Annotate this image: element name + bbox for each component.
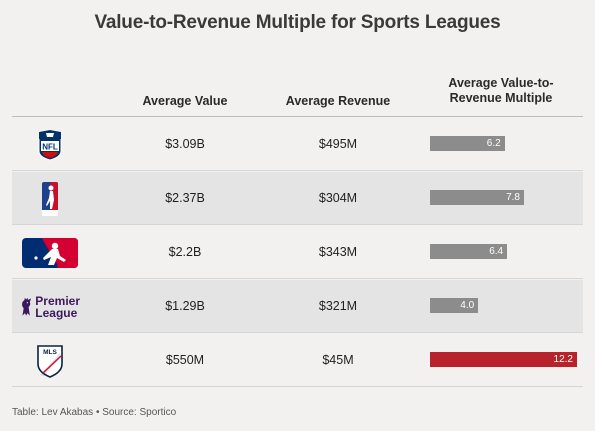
value-cell: $3.09B [165,137,205,151]
table-row: Premier League $1.29B $321M 4.0 [12,280,583,333]
multiple-bar: 4.0 [430,298,479,313]
nba-logo [20,178,80,219]
table-row: $2.2B $343M 6.4 [12,226,583,279]
header-divider [12,116,583,117]
multiple-label: 6.2 [486,138,501,149]
revenue-cell: $343M [318,245,358,259]
mls-logo-text: MLS [43,349,57,356]
multiple-bar: 6.2 [430,136,505,151]
table-header: Average Value Average Revenue Average Va… [0,76,595,116]
revenue-cell: $321M [318,299,358,313]
table-row: $2.37B $304M 7.8 [12,172,583,225]
multiple-label: 7.8 [506,192,520,203]
mls-logo: MLS [20,340,80,381]
source-footer: Table: Lev Akabas • Source: Sportico [12,407,177,418]
multiple-label: 4.0 [460,300,475,311]
value-cell: $2.37B [165,191,205,205]
multiple-label: 12.2 [553,354,573,365]
premier-league-logo-line1: Premier [35,293,80,308]
column-header-multiple-line2: Revenue Multiple [449,91,553,105]
value-cell: $550M [165,353,205,367]
revenue-cell: $304M [318,191,358,205]
column-header-multiple-line1: Average Value-to- [448,76,554,90]
revenue-cell: $45M [322,353,354,367]
column-header-value: Average Value [142,94,228,108]
value-cell: $1.29B [165,299,205,313]
multiple-bar: 7.8 [430,190,524,205]
table-row: MLS $550M $45M 12.2 [12,334,583,387]
premier-league-logo: Premier League [20,286,80,327]
chart-title: Value-to-Revenue Multiple for Sports Lea… [94,12,501,33]
premier-league-logo-line2: League [35,305,78,320]
nfl-logo-text: NFL [42,142,58,151]
multiple-bar: 6.4 [430,244,508,259]
multiple-label: 6.4 [489,246,504,257]
value-cell: $2.2B [168,245,202,259]
column-header-revenue: Average Revenue [285,94,391,108]
nfl-logo: NFL [20,124,80,165]
column-header-multiple: Average Value-to- Revenue Multiple [426,76,576,106]
table-row: NFL $3.09B $495M 6.2 [12,118,583,171]
mlb-logo [20,232,80,273]
revenue-cell: $495M [318,137,358,151]
multiple-bar: 12.2 [430,352,577,367]
